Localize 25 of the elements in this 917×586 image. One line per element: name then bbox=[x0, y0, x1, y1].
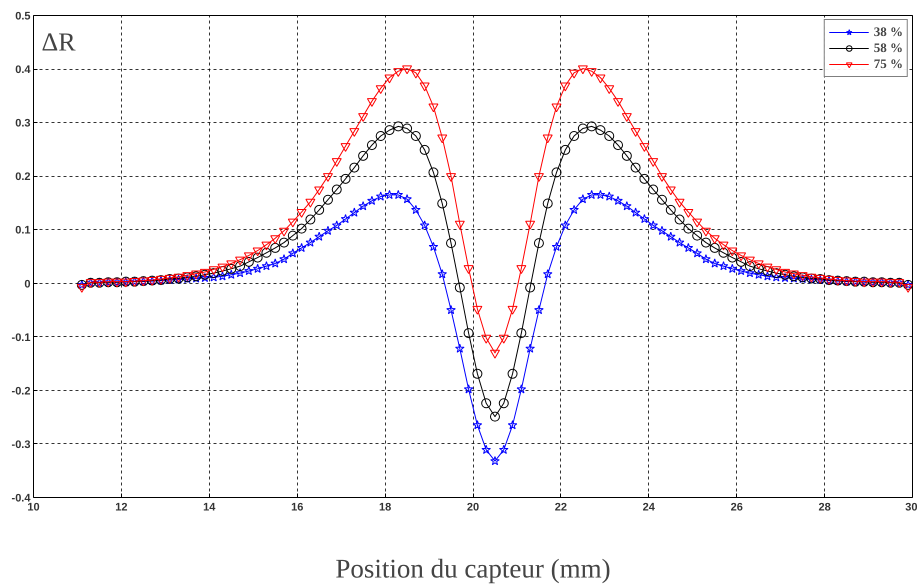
x-tick-label: 22 bbox=[554, 502, 568, 514]
y-tick-label: 0.3 bbox=[15, 118, 31, 130]
y-tick-label: 0 bbox=[24, 278, 31, 290]
x-tick-label: 14 bbox=[203, 502, 216, 514]
y-tick-label: 0.1 bbox=[15, 224, 31, 237]
annotation: ΔR bbox=[42, 28, 76, 56]
y-tick-label: -0.1 bbox=[12, 332, 31, 344]
legend-label: 38 % bbox=[874, 24, 903, 40]
x-tick-label: 26 bbox=[730, 502, 743, 514]
y-tick-label: 0.2 bbox=[15, 171, 31, 184]
x-tick-label: 28 bbox=[818, 502, 831, 514]
x-tick-label: 24 bbox=[642, 502, 656, 514]
x-tick-label: 10 bbox=[27, 502, 40, 514]
x-tick-label: 12 bbox=[115, 502, 128, 514]
x-tick-label: 16 bbox=[291, 502, 304, 514]
x-tick-label: 18 bbox=[378, 502, 392, 514]
y-tick-label: -0.3 bbox=[12, 438, 31, 451]
legend-label: 75 % bbox=[874, 56, 903, 72]
y-tick-label: 0.5 bbox=[15, 10, 31, 22]
legend-label: 58 % bbox=[874, 40, 903, 56]
x-tick-label: 30 bbox=[905, 502, 917, 514]
x-axis-title: Position du capteur (mm) bbox=[335, 554, 611, 584]
y-tick-label: 0.4 bbox=[15, 64, 32, 76]
x-tick-label: 20 bbox=[466, 502, 480, 514]
y-tick-label: -0.2 bbox=[12, 385, 31, 398]
